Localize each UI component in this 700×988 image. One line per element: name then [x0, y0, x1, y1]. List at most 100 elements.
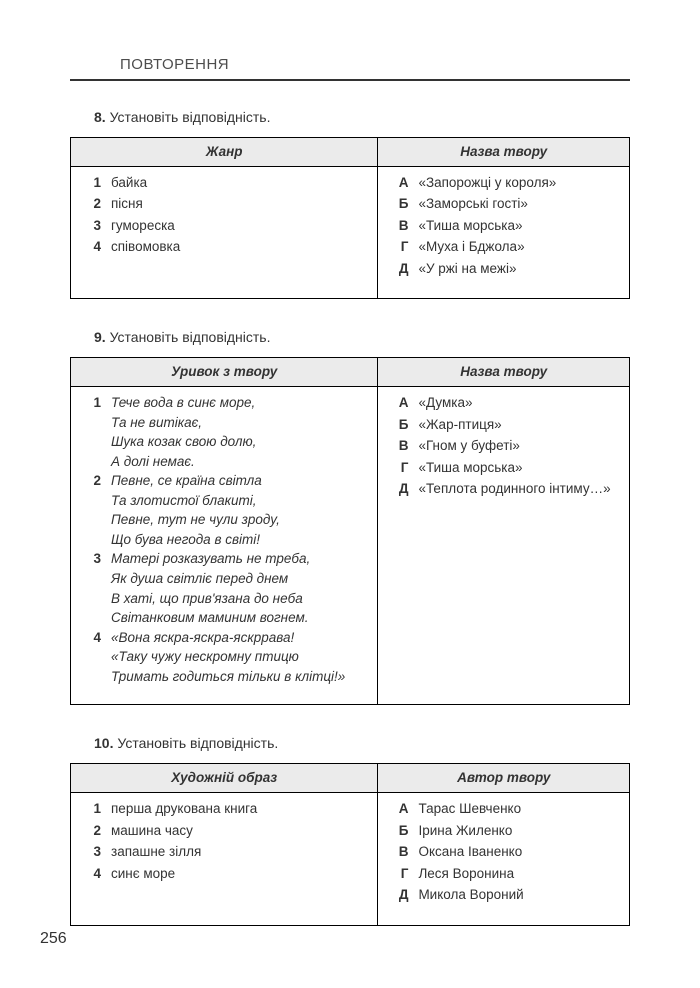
- opt-label: 3: [81, 216, 101, 236]
- list-item: Б«Заморські гості»: [388, 194, 619, 214]
- opt-text: «Думка»: [418, 393, 619, 413]
- opt-label: Д: [388, 885, 408, 905]
- cell-right: А Тарас Шевченко Б Ірина Жиленко В Оксана І…: [378, 792, 630, 925]
- list-item: 1 Тече вода в синє море,Та не витікає,Шук…: [81, 393, 367, 471]
- list-item: В «Тиша морська»: [388, 216, 619, 236]
- cell-left: 1байка 2 пісня 3гумореска 4 співомовка: [71, 166, 378, 299]
- list-item: В Оксана Іваненко: [388, 842, 619, 862]
- opt-text: «Заморські гості»: [418, 194, 619, 214]
- list-item: 1байка: [81, 173, 367, 193]
- exercise-9: 9. Установіть відповідність. Уривок з тв…: [70, 329, 630, 705]
- opt-label: Д: [388, 479, 408, 499]
- prompt-num: 8.: [94, 109, 106, 125]
- opt-label: 4: [81, 864, 101, 884]
- list-item: 3гумореска: [81, 216, 367, 236]
- list-item: А «Думка»: [388, 393, 619, 413]
- list-item: Б Ірина Жиленко: [388, 821, 619, 841]
- opt-text: Матері розказувать не треба,Як душа світ…: [111, 549, 367, 627]
- prompt-num: 9.: [94, 329, 106, 345]
- opt-label: Г: [388, 237, 408, 257]
- opt-text: Леся Воронина: [418, 864, 619, 884]
- opt-label: 3: [81, 842, 101, 862]
- opt-text: «Жар-птиця»: [418, 415, 619, 435]
- opt-label: Г: [388, 458, 408, 478]
- opt-text: Ірина Жиленко: [418, 821, 619, 841]
- opt-label: 1: [81, 393, 101, 413]
- opt-text: Микола Вороний: [418, 885, 619, 905]
- section-title: ПОВТОРЕННЯ: [120, 56, 660, 73]
- opt-label: 3: [81, 549, 101, 569]
- list-item: Д «У ржі на межі»: [388, 259, 619, 279]
- opt-label: В: [388, 842, 408, 862]
- opt-text: співомовка: [111, 237, 367, 257]
- match-table: Жанр Назва твору 1байка 2 пісня 3гумореск…: [70, 137, 630, 299]
- opt-label: В: [388, 436, 408, 456]
- opt-label: 4: [81, 628, 101, 648]
- opt-label: 4: [81, 237, 101, 257]
- prompt-num: 10.: [94, 735, 113, 751]
- opt-text: запашне зілля: [111, 842, 367, 862]
- list-item: Б «Жар-птиця»: [388, 415, 619, 435]
- opt-text: «Теплота родинного інтиму…»: [418, 479, 619, 499]
- opt-text: «Запорожці у короля»: [418, 173, 619, 193]
- prompt: 9. Установіть відповідність.: [94, 329, 630, 345]
- opt-label: Б: [388, 415, 408, 435]
- list-item: 3 Матері розказувать не треба,Як душа сві…: [81, 549, 367, 627]
- header-right: Назва твору: [378, 138, 630, 167]
- list-item: 3 запашне зілля: [81, 842, 367, 862]
- match-table: Художній образ Автор твору 1 перша друков…: [70, 763, 630, 925]
- list-item: 2 пісня: [81, 194, 367, 214]
- opt-text: «Вона яскра-яскра-яскррава!«Таку чужу не…: [111, 628, 367, 687]
- cell-left: 1 перша друкована книга 2 машина часу 3 зап…: [71, 792, 378, 925]
- opt-label: В: [388, 216, 408, 236]
- prompt-text: Установіть відповідність.: [110, 109, 271, 125]
- list-item: 4 синє море: [81, 864, 367, 884]
- opt-label: А: [388, 173, 408, 193]
- list-item: Г Леся Воронина: [388, 864, 619, 884]
- opt-text: Тече вода в синє море,Та не витікає,Шука…: [111, 393, 367, 471]
- opt-label: 2: [81, 471, 101, 491]
- opt-text: Тарас Шевченко: [418, 799, 619, 819]
- header-right: Автор твору: [378, 764, 630, 793]
- opt-text: Оксана Іваненко: [418, 842, 619, 862]
- match-table: Уривок з твору Назва твору 1 Тече вода в …: [70, 357, 630, 705]
- opt-label: Д: [388, 259, 408, 279]
- opt-text: пісня: [111, 194, 367, 214]
- list-item: 2Певне, се країна світлаТа злотистої бла…: [81, 471, 367, 549]
- opt-text: «Тиша морська»: [418, 458, 619, 478]
- opt-label: Г: [388, 864, 408, 884]
- opt-label: 2: [81, 821, 101, 841]
- opt-text: перша друкована книга: [111, 799, 367, 819]
- list-item: Д «Теплота родинного інтиму…»: [388, 479, 619, 499]
- opt-label: А: [388, 799, 408, 819]
- list-item: А Тарас Шевченко: [388, 799, 619, 819]
- cell-left: 1 Тече вода в синє море,Та не витікає,Шук…: [71, 386, 378, 704]
- opt-label: Б: [388, 821, 408, 841]
- opt-text: байка: [111, 173, 367, 193]
- list-item: Д Микола Вороний: [388, 885, 619, 905]
- opt-text: синє море: [111, 864, 367, 884]
- list-item: В«Гном у буфеті»: [388, 436, 619, 456]
- opt-text: «Муха і Бджола»: [418, 237, 619, 257]
- prompt: 8. Установіть відповідність.: [94, 109, 630, 125]
- exercise-8: 8. Установіть відповідність. Жанр Назва …: [70, 109, 630, 299]
- opt-label: 2: [81, 194, 101, 214]
- list-item: А «Запорожці у короля»: [388, 173, 619, 193]
- list-item: Г «Муха і Бджола»: [388, 237, 619, 257]
- header-left: Жанр: [71, 138, 378, 167]
- list-item: 4 «Вона яскра-яскра-яскррава!«Таку чужу н…: [81, 628, 367, 687]
- prompt-text: Установіть відповідність.: [117, 735, 278, 751]
- list-item: 1 перша друкована книга: [81, 799, 367, 819]
- header-right: Назва твору: [378, 358, 630, 387]
- opt-text: «Тиша морська»: [418, 216, 619, 236]
- prompt-text: Установіть відповідність.: [110, 329, 271, 345]
- page: ПОВТОРЕННЯ 8. Установіть відповідність. …: [0, 0, 700, 988]
- opt-text: машина часу: [111, 821, 367, 841]
- opt-text: «У ржі на межі»: [418, 259, 619, 279]
- opt-label: А: [388, 393, 408, 413]
- exercise-10: 10. Установіть відповідність. Художній о…: [70, 735, 630, 925]
- header-left: Уривок з твору: [71, 358, 378, 387]
- list-item: 4 співомовка: [81, 237, 367, 257]
- header-left: Художній образ: [71, 764, 378, 793]
- opt-label: 1: [81, 799, 101, 819]
